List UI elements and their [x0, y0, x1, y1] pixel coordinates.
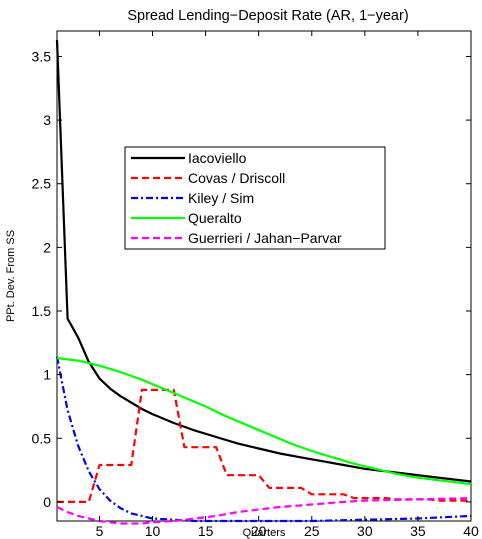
- x-tick-label: 15: [198, 523, 214, 539]
- y-tick-label: 2.5: [32, 176, 52, 192]
- series-line-covas-driscoll: [57, 388, 471, 503]
- y-tick-labels: 0 0.5 1 1.5 2 2.5 3 3.5: [32, 48, 52, 509]
- legend-items: Iacoviello Covas / Driscoll Kiley / Sim Que…: [131, 150, 342, 246]
- ticks-layer: [57, 31, 472, 521]
- y-tick-label: 0.5: [32, 430, 52, 446]
- legend-box: [124, 146, 386, 250]
- y-axis-label: PPt. Dev. From SS: [5, 230, 17, 322]
- legend-label: Guerrieri / Jahan−Parvar: [188, 230, 342, 246]
- x-tick-label: 20: [251, 523, 267, 539]
- series-line-queralto: [56, 357, 472, 486]
- legend-label: Covas / Driscoll: [188, 170, 285, 186]
- x-tick-label: 35: [410, 523, 426, 539]
- plot-frame: [56, 30, 472, 522]
- legend-label: Kiley / Sim: [188, 190, 254, 206]
- x-tick-label: 10: [145, 523, 161, 539]
- x-tick-label: 5: [96, 523, 104, 539]
- x-tick-label: 40: [463, 523, 479, 539]
- legend-label: Iacoviello: [188, 150, 247, 166]
- plot-area: [55, 30, 472, 525]
- chart-title: Spread Lending−Deposit Rate (AR, 1−year): [127, 8, 408, 24]
- y-tick-label: 0: [43, 494, 51, 510]
- x-axis-label: Quarters: [243, 527, 286, 539]
- legend: Iacoviello Covas / Driscoll Kiley / Sim Que…: [124, 146, 386, 250]
- y-tick-label: 1.5: [32, 303, 52, 319]
- x-tick-label: 30: [357, 523, 373, 539]
- legend-label: Queralto: [188, 210, 242, 226]
- y-tick-label: 3.5: [32, 48, 52, 64]
- y-tick-label: 3: [43, 112, 51, 128]
- x-tick-labels: 5 10 15 20 25 30 35 40: [96, 523, 479, 539]
- y-tick-label: 1: [43, 367, 51, 383]
- series-line-guerrieri-jahan-parvar: [56, 497, 472, 525]
- y-tick-label: 2: [43, 239, 51, 255]
- x-tick-label: 25: [304, 523, 320, 539]
